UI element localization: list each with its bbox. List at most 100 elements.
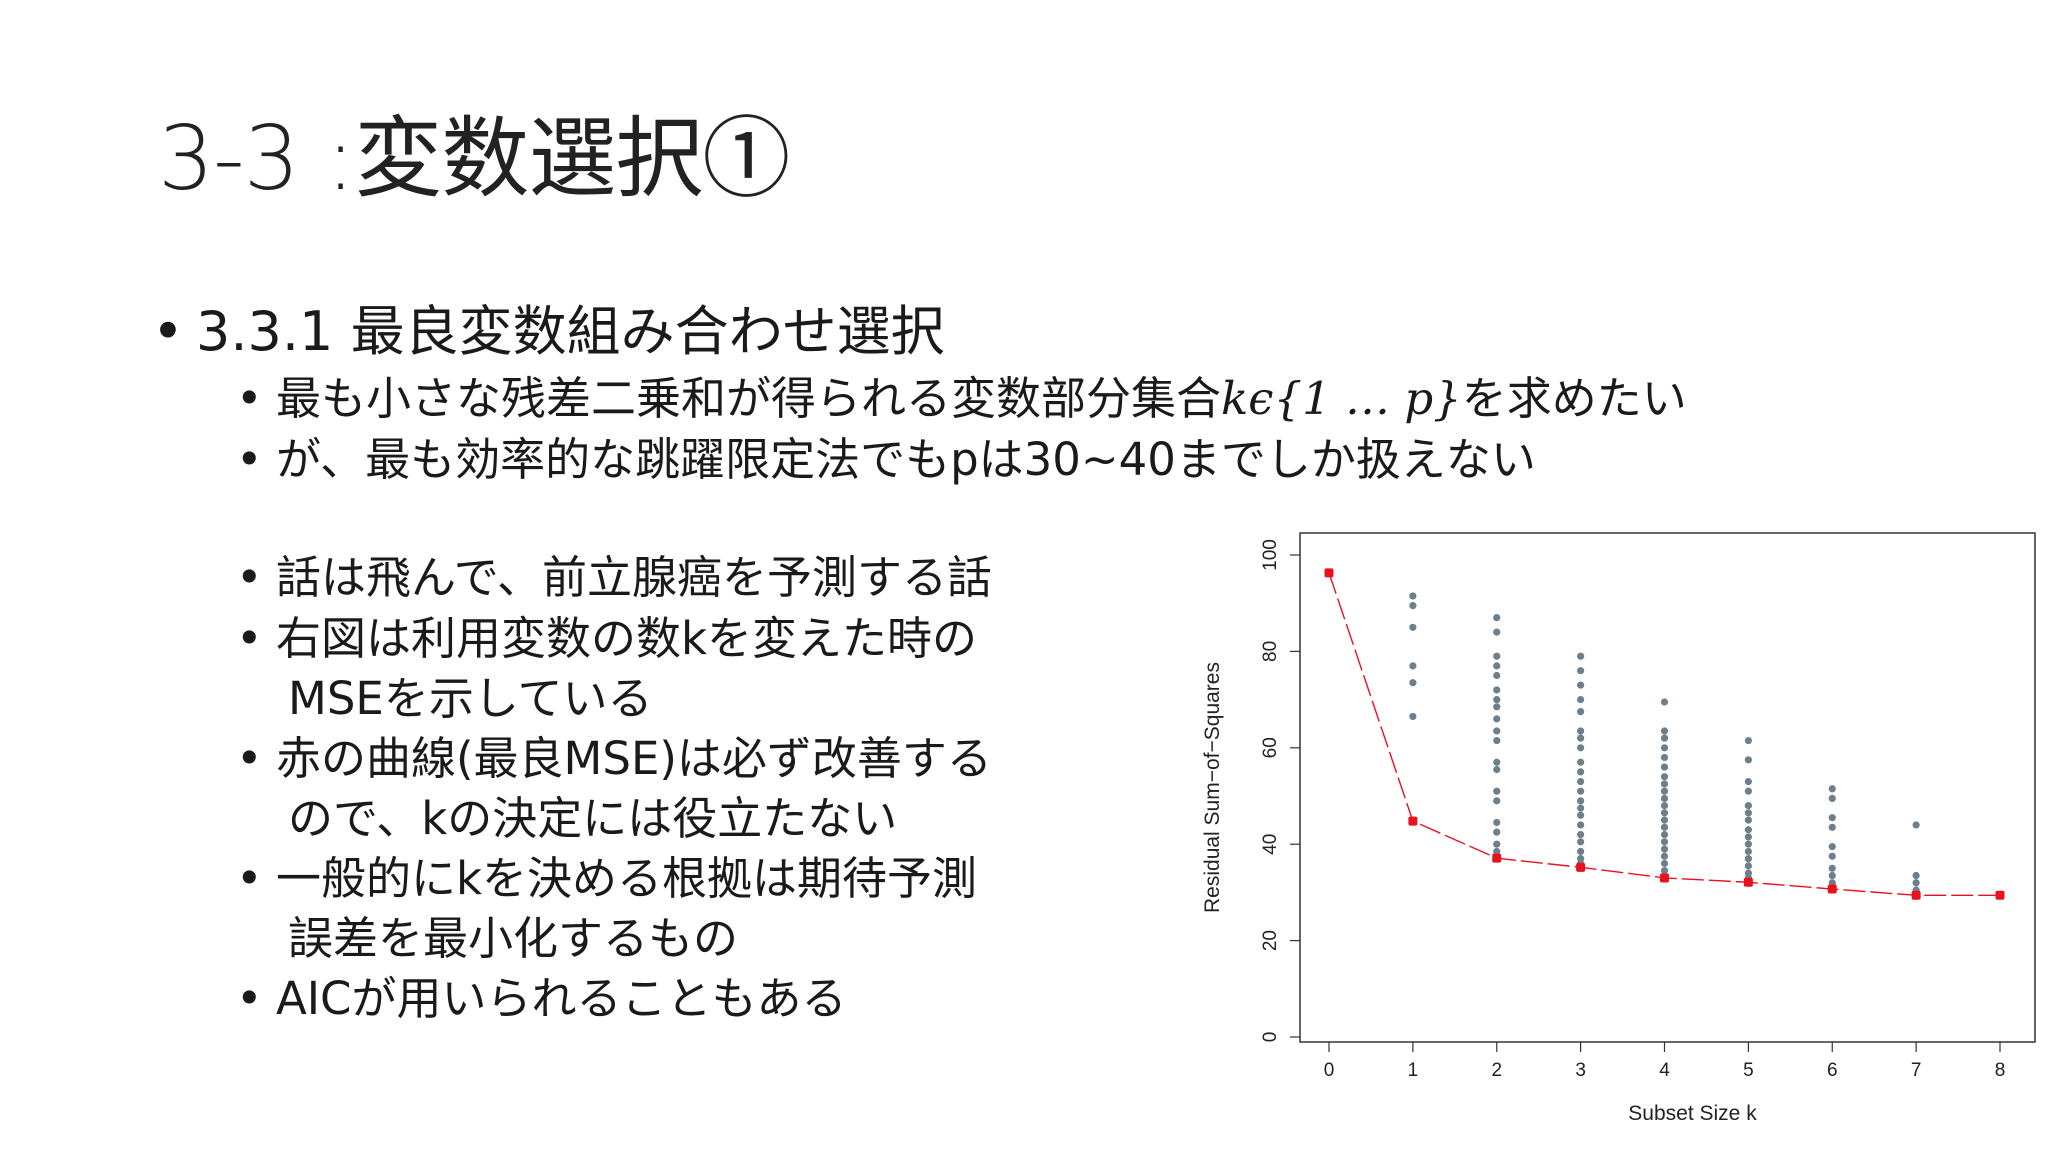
subset-point [1744,847,1752,856]
subset-point [1493,614,1501,622]
y-tick-label: 100 [1260,539,1281,571]
subset-point [1577,734,1585,742]
subset-point [1577,811,1585,819]
subset-point [1577,821,1585,829]
body-bullet-3-line1: 赤の曲線(最良MSE)は必ず改善する [276,732,992,785]
subset-point [1912,871,1920,880]
body-bullet-3: • 赤の曲線(最良MSE)は必ず改善する [236,732,992,786]
subset-point [1660,845,1669,853]
bullet-dot: • [236,433,263,486]
subset-point [1493,828,1501,836]
subset-point [1493,758,1501,766]
subset-point [1660,753,1669,762]
subset-point [1493,736,1501,745]
subset-point [1577,681,1585,689]
subset-point [1660,809,1669,817]
subset-point [1828,864,1836,872]
subset-point [1409,662,1417,670]
body-bullet-1-text: 話は飛んで、前立腺癌を予測する話 [276,551,992,604]
subset-point [1493,662,1501,670]
subset-point [1577,727,1585,735]
bullet-dot: • [236,551,263,604]
subset-point [1409,712,1417,721]
y-tick-label: 40 [1260,834,1281,855]
best-subset-point [1576,862,1586,872]
best-subset-point [1911,890,1921,900]
body-bullet-4-line2: 誤差を最小化するもの [288,912,739,965]
subset-point [1660,698,1669,706]
subset-point [1577,758,1585,766]
subset-point [1660,838,1669,846]
best-subset-point [1408,816,1418,826]
body-bullet-3-line2: ので、kの決定には役立たない [288,792,898,845]
subset-point [1660,763,1669,771]
subset-point [1828,843,1836,851]
subset-point [1577,708,1585,716]
slide-title: 3-3 :変数選択① [158,107,790,210]
x-tick-label: 7 [1911,1060,1922,1081]
subset-point [1912,879,1920,887]
subset-point [1577,804,1585,812]
body-bullet-5-text: AICが用いられることもある [276,972,847,1025]
sub-bullet-2: • が、最も効率的な跳躍限定法でもpは30~40までしか扱えない [236,433,1536,487]
subset-point [1744,736,1752,745]
best-subset-point [1995,890,2005,900]
subset-point [1577,847,1585,856]
body-bullet-1: • 話は飛んで、前立腺癌を予測する話 [236,551,992,605]
subset-point [1409,679,1417,687]
sub-bullet-1-pre: 最も小さな残差二乗和が得られる変数部分集合 [276,372,1222,425]
subset-point [1660,859,1669,868]
subset-point [1577,696,1585,704]
bullet-dot: • [236,972,263,1025]
subset-point [1744,756,1752,764]
subset-point [1409,592,1417,600]
subset-point [1577,830,1585,839]
best-subset-point [1827,884,1837,894]
x-tick-label: 0 [1324,1060,1335,1081]
subset-point [1660,780,1669,788]
subset-point [1744,787,1752,795]
plot-frame [1299,532,2036,1043]
x-tick-label: 6 [1827,1060,1838,1081]
subset-point [1577,768,1585,776]
subset-point [1577,652,1585,660]
subset-point [1660,727,1669,735]
subset-point [1577,797,1585,805]
body-bullet-2: • 右図は利用変数の数kを変えた時の [236,612,977,666]
subset-point [1493,703,1501,711]
sub-bullet-1-math: kϵ{1 … p} [1221,372,1462,425]
sub-bullet-2-text: が、最も効率的な跳躍限定法でもpは30~40までしか扱えない [276,433,1536,486]
subset-point [1577,744,1585,752]
subset-point [1828,871,1836,880]
y-tick-label: 0 [1260,1032,1281,1043]
subset-point [1493,628,1501,636]
subset-point [1828,823,1836,831]
subset-point [1660,787,1669,795]
subset-point [1409,623,1417,631]
subset-point [1493,840,1501,848]
best-subset-point [1324,568,1334,578]
heading-bullet: • 3.3.1 最良変数組み合わせ選択 [152,300,945,365]
heading-text: 3.3.1 最良変数組み合わせ選択 [196,300,945,363]
subset-point [1744,855,1752,863]
body-bullet-2-line2: MSEを示している [288,672,653,725]
subset-point [1828,794,1836,803]
subset-point [1493,847,1501,856]
subset-point [1409,602,1417,610]
subset-point [1577,787,1585,795]
subset-point [1744,833,1752,841]
subset-point [1493,818,1501,827]
subset-point [1660,734,1669,742]
bullet-dot: • [152,300,184,363]
subset-point [1493,797,1501,805]
bullet-dot: • [236,732,263,785]
bullet-dot: • [236,372,263,425]
body-bullet-4: • 一般的にkを決める根拠は期待予測 [236,852,977,906]
subset-point [1660,816,1669,824]
subset-point [1577,667,1585,675]
subset-point [1744,809,1752,817]
x-tick-label: 5 [1743,1060,1754,1081]
bullet-dot: • [236,852,263,905]
subset-point [1577,777,1585,786]
subset-point [1493,787,1501,795]
